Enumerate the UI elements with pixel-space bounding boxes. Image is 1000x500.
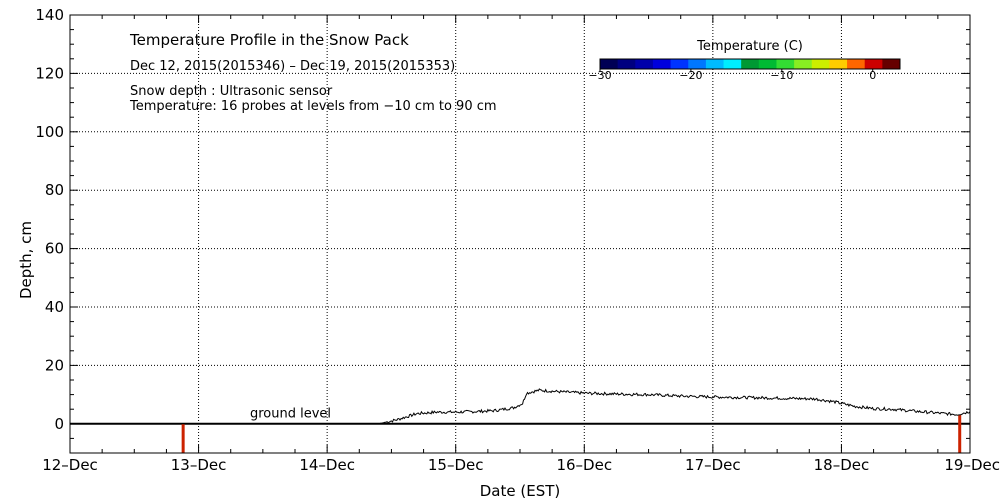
y-tick-label: 80 [45,181,64,199]
y-tick-label: 40 [45,298,64,316]
snow-depth-line [70,388,971,425]
annotation-ground-level: ground level [250,406,331,421]
temperature-bar [958,415,962,453]
grid [70,15,970,453]
y-tick-label: 100 [35,123,64,141]
colorbar-swatch [600,59,619,69]
x-tick-label: 18–Dec [814,456,870,474]
colorbar-swatch [670,59,689,69]
colorbar-frame [599,58,901,70]
chart-title: Temperature Profile in the Snow Pack [129,31,409,49]
x-tick-label: 12–Dec [42,456,98,474]
colorbar-swatch [652,59,672,69]
chart-subtitle: Dec 12, 2015(2015346) – Dec 19, 2015(201… [130,59,455,74]
colorbar-swatch [617,59,636,69]
axes: 0 20 40 60 80 100 120 140 12–Dec 13–Dec 14–Dec 15–D… [35,6,1000,474]
y-tick-label: 140 [35,6,64,24]
colorbar-swatch [723,59,742,69]
note-snow-depth: Snow depth : Ultrasonic sensor [130,84,333,99]
colorbar-swatch [776,59,795,69]
colorbar-swatch [794,59,813,69]
x-tick-label: 13–Dec [171,456,227,474]
colorbar-tick-label: −30 [588,69,611,82]
x-tick-label: 17–Dec [685,456,741,474]
y-tick-label: 60 [45,240,64,258]
temperature-bar [181,423,185,453]
y-axis-title: Depth, cm [17,221,35,299]
colorbar: Temperature (C) −30 −20 −10 0 [588,39,901,82]
data-layer: ground level [70,388,971,453]
x-axis-title: Date (EST) [480,482,561,500]
colorbar-tick-label: −20 [679,69,702,82]
colorbar-swatch [847,59,866,69]
y-tick-label: 120 [35,64,64,82]
colorbar-swatch [635,59,654,69]
y-tick-label: 20 [45,356,64,374]
colorbar-swatch [882,59,901,69]
colorbar-swatch [705,59,725,69]
colorbar-tick-label: 0 [869,69,876,82]
colorbar-title: Temperature (C) [696,39,803,54]
x-tick-label: 16–Dec [556,456,612,474]
colorbar-tick-label: −10 [770,69,793,82]
x-tick-label: 19–Dec [944,456,1000,474]
plot-frame [69,14,971,454]
colorbar-swatch [864,59,883,69]
colorbar-swatch [829,59,848,69]
colorbar-swatch [811,59,830,69]
colorbar-swatch [758,59,777,69]
y-tick-label: 0 [54,415,64,433]
x-tick-label: 14–Dec [299,456,355,474]
x-tick-label: 15–Dec [428,456,484,474]
colorbar-swatch [688,59,707,69]
colorbar-swatch [741,59,760,69]
note-temperature: Temperature: 16 probes at levels from −1… [129,99,497,114]
